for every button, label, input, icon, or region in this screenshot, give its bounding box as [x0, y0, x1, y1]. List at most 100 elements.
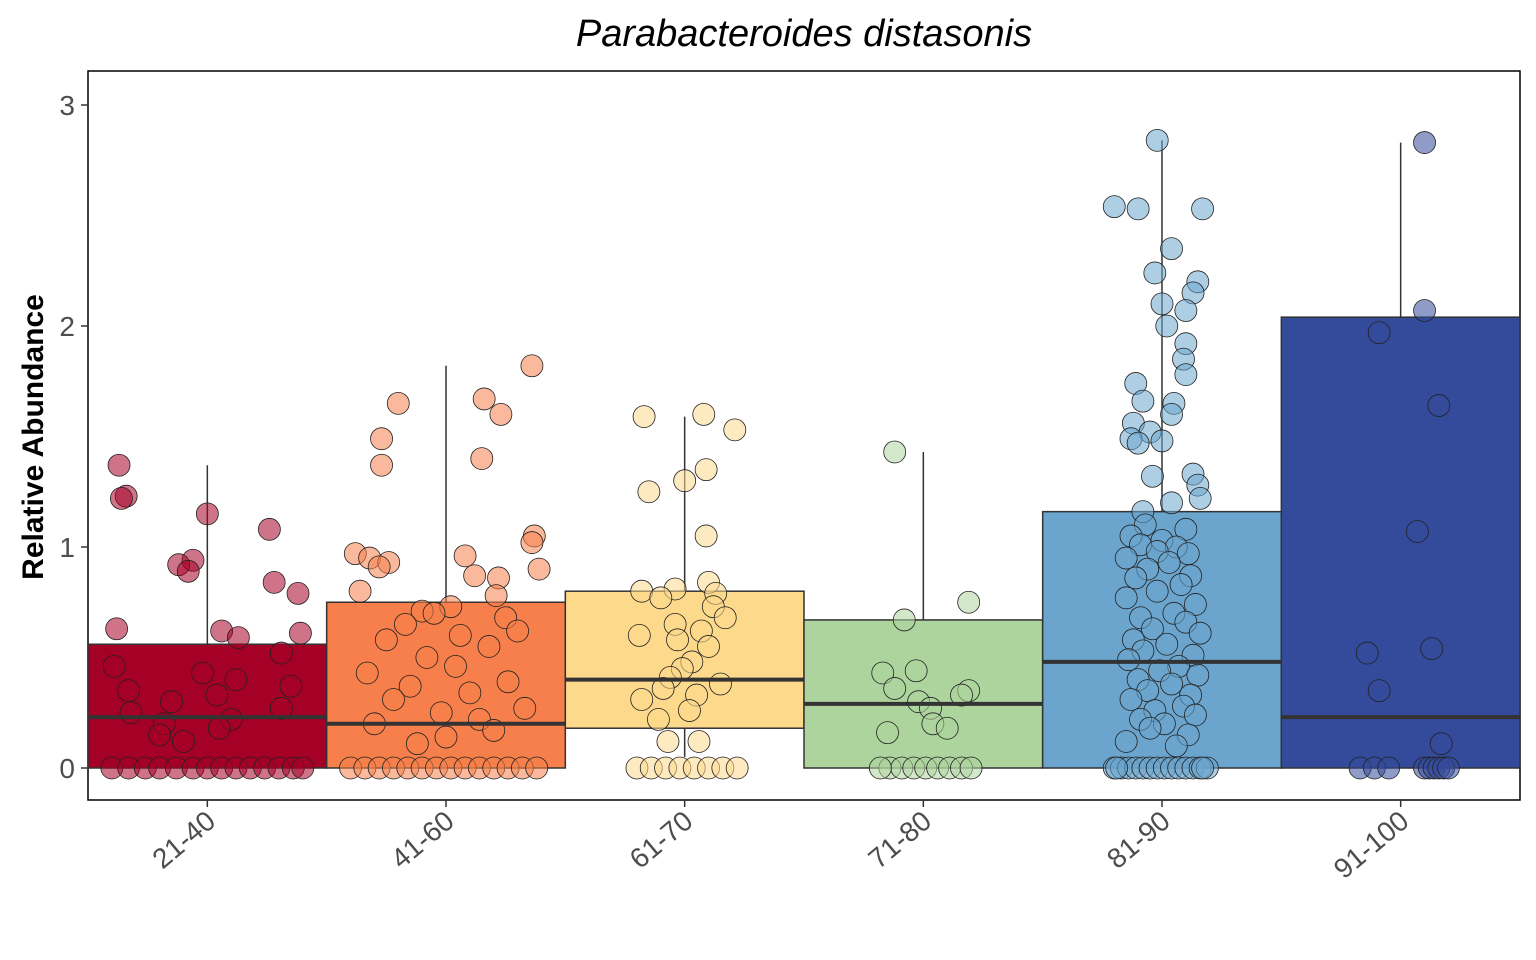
data-point: [694, 458, 718, 482]
data-point: [713, 606, 737, 630]
data-point: [1114, 586, 1138, 610]
data-point: [386, 391, 410, 415]
data-point: [627, 624, 651, 647]
data-point: [694, 524, 718, 548]
data-point: [725, 756, 749, 780]
data-point: [496, 670, 520, 694]
data-point: [367, 555, 391, 579]
data-point: [520, 531, 544, 554]
data-point: [1126, 431, 1150, 455]
data-point: [904, 659, 928, 683]
data-point: [355, 661, 379, 685]
data-point: [1160, 402, 1183, 426]
data-point: [1145, 128, 1169, 152]
data-point: [205, 683, 229, 707]
data-point: [102, 654, 126, 678]
data-point: [630, 688, 654, 711]
data-point: [448, 624, 472, 647]
data-point: [1188, 621, 1212, 645]
data-point: [262, 570, 286, 594]
data-point: [1105, 756, 1129, 780]
data-point: [348, 579, 372, 603]
box-91-100: [1280, 316, 1521, 769]
data-point: [148, 723, 172, 747]
data-point: [1420, 637, 1444, 661]
data-point: [1143, 261, 1167, 285]
data-point: [1150, 429, 1174, 453]
data-point: [1117, 648, 1140, 672]
data-point: [257, 517, 281, 541]
data-point: [649, 586, 673, 610]
data-point: [1186, 663, 1210, 687]
y-tick-label: 0: [59, 753, 75, 784]
data-point: [472, 387, 496, 411]
data-point: [1102, 195, 1126, 219]
data-point: [405, 732, 429, 756]
data-point: [370, 453, 393, 477]
data-point: [1160, 672, 1183, 696]
data-point: [1145, 579, 1169, 603]
data-point: [723, 418, 747, 442]
data-point: [477, 635, 501, 658]
data-point: [1176, 542, 1200, 566]
data-point: [1191, 756, 1214, 780]
data-point: [709, 672, 732, 696]
data-point: [1131, 389, 1155, 413]
data-point: [1427, 394, 1451, 417]
data-point: [1114, 730, 1138, 753]
data-point: [1405, 520, 1429, 543]
data-point: [959, 756, 983, 780]
data-point: [370, 427, 393, 451]
data-point: [1141, 464, 1164, 488]
data-point: [673, 469, 697, 493]
data-point: [1155, 632, 1179, 656]
data-point: [876, 721, 899, 745]
data-point: [444, 654, 467, 678]
data-point: [226, 626, 250, 650]
data-point: [1157, 551, 1181, 574]
data-point: [207, 716, 231, 740]
x-tick-label: 41-60: [385, 805, 460, 875]
data-point: [463, 564, 487, 588]
data-point: [191, 661, 214, 685]
data-point: [470, 447, 494, 471]
data-point: [1437, 756, 1460, 780]
data-point: [1155, 314, 1179, 338]
data-point: [883, 677, 907, 700]
data-point: [651, 677, 675, 700]
data-point: [1126, 197, 1150, 221]
data-point: [525, 756, 549, 780]
data-point: [1429, 732, 1453, 756]
data-point: [527, 557, 551, 581]
data-point: [422, 601, 446, 625]
data-point: [1160, 237, 1183, 261]
data-point: [1114, 546, 1138, 570]
x-tick-label: 21-40: [146, 805, 221, 875]
data-point: [1174, 517, 1198, 541]
data-point: [224, 668, 248, 691]
data-point: [656, 730, 680, 753]
data-point: [398, 674, 422, 698]
data-point: [279, 674, 303, 698]
data-point: [289, 621, 312, 645]
data-point: [176, 559, 200, 583]
data-point: [513, 696, 537, 720]
data-point: [269, 696, 293, 720]
data-point: [520, 354, 544, 378]
data-point: [1119, 688, 1143, 711]
plot-area: 0 1 2 3 21-40 41-60 61-70 71-80 81-90 91-100: [59, 70, 1521, 885]
y-tick-label: 1: [59, 532, 75, 563]
data-point: [666, 628, 689, 652]
data-point: [1184, 593, 1207, 616]
data-point: [871, 661, 895, 685]
data-point: [1367, 679, 1391, 703]
data-point: [1188, 486, 1212, 510]
data-point: [692, 402, 716, 426]
data-point: [107, 453, 131, 477]
data-point: [630, 579, 654, 603]
data-point: [1160, 491, 1183, 515]
data-point: [195, 502, 219, 526]
data-point: [286, 582, 310, 605]
data-point: [415, 646, 439, 669]
